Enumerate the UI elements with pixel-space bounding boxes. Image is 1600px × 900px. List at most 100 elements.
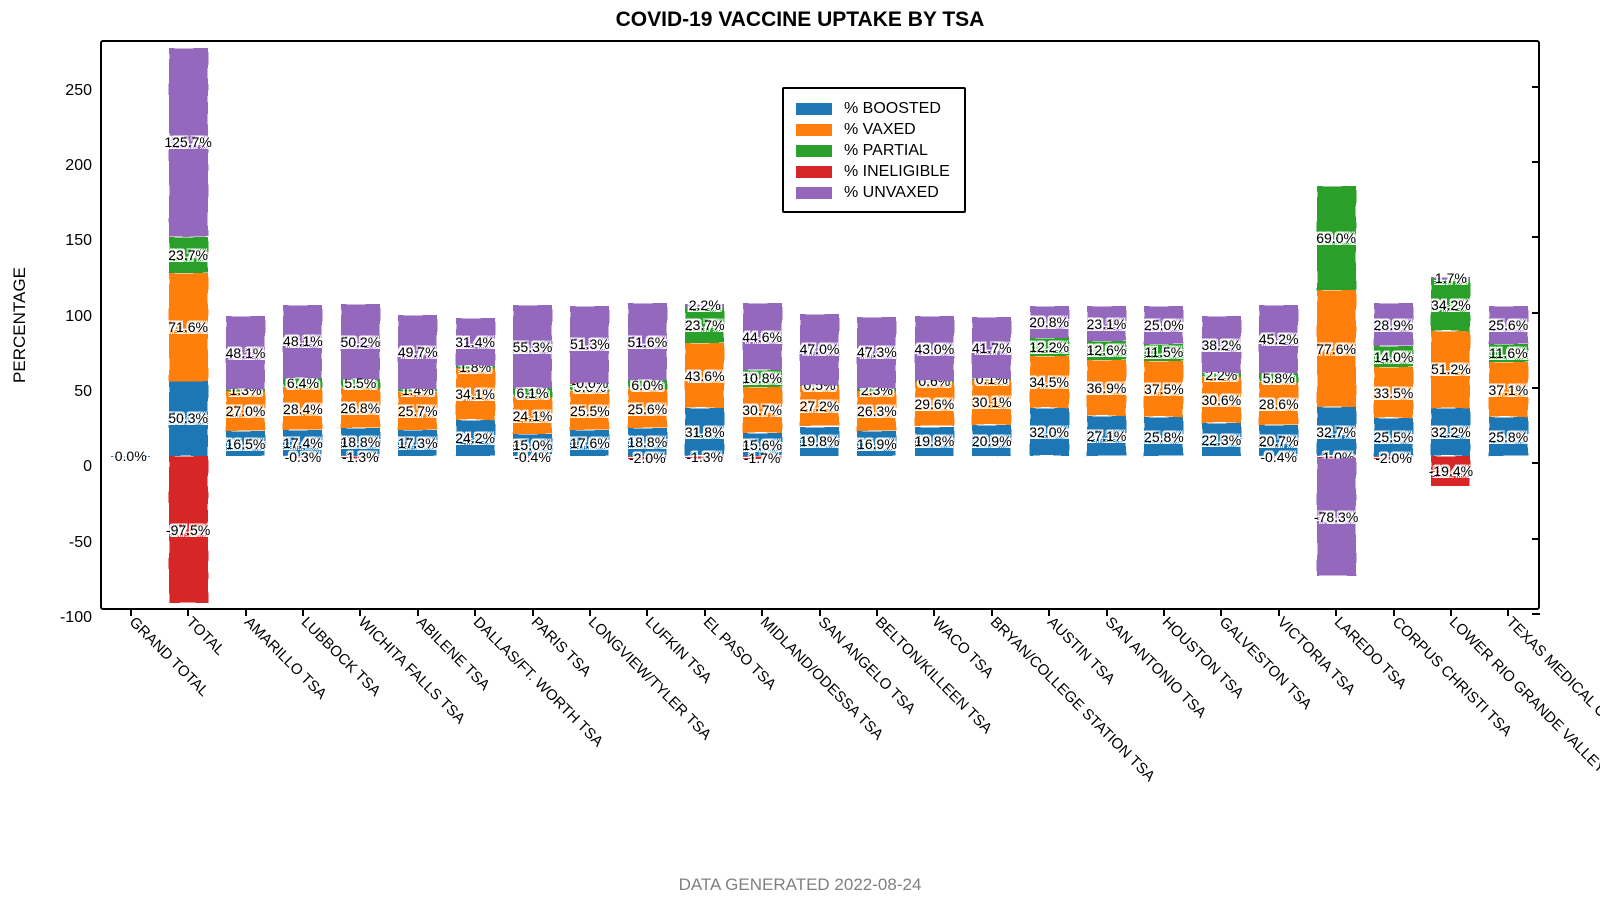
bar-column: 32.0%34.5%12.2%20.8% <box>1030 42 1069 607</box>
bar-segment-unvaxed <box>628 303 667 381</box>
bar-segment-unvaxed <box>800 314 839 385</box>
bar-segment-boosted <box>1489 417 1528 456</box>
bar-segment-unvaxed <box>1030 306 1069 337</box>
bar-segment-vaxed <box>283 387 322 430</box>
x-tick-label: SAN ANGELO TSA <box>814 614 918 718</box>
bar-segment-boosted <box>513 434 552 457</box>
legend: % BOOSTED% VAXED% PARTIAL% INELIGIBLE% U… <box>782 87 966 213</box>
bar-segment-partial <box>456 366 495 369</box>
bar-segment-partial <box>226 389 265 391</box>
bar-column: 17.4%28.4%6.4%-0.3%48.1% <box>283 42 322 607</box>
bar-segment-vaxed <box>169 273 208 381</box>
bar-segment-boosted <box>341 428 380 456</box>
bar-segment-partial <box>972 379 1011 380</box>
y-tick-label: -50 <box>69 534 102 552</box>
bar-segment-unvaxed <box>1431 277 1470 280</box>
bar-segment-ineligible <box>685 456 724 458</box>
bar-segment-vaxed <box>628 389 667 428</box>
bar-segment-partial <box>283 378 322 388</box>
bar-segment-vaxed <box>915 382 954 427</box>
legend-swatch <box>796 187 832 199</box>
bar-column: 20.7%28.6%5.8%-0.4%45.2% <box>1259 42 1298 607</box>
bar-segment-partial <box>1087 341 1126 360</box>
bar-column: 32.2%51.2%34.2%-19.4%1.7% <box>1431 42 1470 607</box>
bar-segment-boosted <box>570 430 609 457</box>
bar-column: 25.8%37.5%11.5%25.0% <box>1144 42 1183 607</box>
bar-segment-boosted <box>111 456 150 457</box>
bar-segment-unvaxed <box>685 304 724 307</box>
bar-segment-boosted <box>456 420 495 456</box>
chart-footer: DATA GENERATED 2022-08-24 <box>0 875 1600 895</box>
y-axis-label: PERCENTAGE <box>10 267 30 383</box>
bar-segment-unvaxed <box>1374 303 1413 347</box>
legend-label: % INELIGIBLE <box>844 163 950 181</box>
bar-segment-partial <box>1259 373 1298 382</box>
bar-column: 15.6%30.7%10.8%-1.7%44.6% <box>743 42 782 607</box>
bar-column: 18.8%25.6%6.0%-2.0%51.6% <box>628 42 667 607</box>
legend-swatch <box>796 103 832 115</box>
y-tick-label: 100 <box>65 308 102 326</box>
bar-segment-boosted <box>1144 417 1183 456</box>
legend-item: % BOOSTED <box>796 100 950 118</box>
bar-segment-vaxed <box>513 397 552 433</box>
bar-segment-boosted <box>915 427 954 457</box>
bar-segment-vaxed <box>341 388 380 428</box>
bar-column: 25.8%37.1%11.6%25.6% <box>1489 42 1528 607</box>
bar-segment-vaxed <box>1259 382 1298 425</box>
bar-segment-partial <box>1202 373 1241 376</box>
y-tick-label: 0 <box>83 458 102 476</box>
bar-segment-unvaxed <box>1202 316 1241 374</box>
bar-segment-partial <box>1489 344 1528 361</box>
legend-label: % VAXED <box>844 121 916 139</box>
bar-segment-vaxed <box>1202 377 1241 423</box>
bar-segment-unvaxed <box>226 316 265 388</box>
bar-segment-boosted <box>685 408 724 456</box>
x-tick-label: WICHITA FALLS TSA <box>355 614 469 728</box>
bar-segment-vaxed <box>1374 367 1413 417</box>
bar-segment-partial <box>743 370 782 386</box>
bar-segment-partial <box>1431 279 1470 331</box>
bar-segment-vaxed <box>743 387 782 433</box>
bar-segment-unvaxed <box>915 316 954 381</box>
bar-segment-boosted <box>743 433 782 457</box>
bar-segment-partial <box>915 381 954 382</box>
bar-column: 50.3%71.6%23.7%-97.5%125.7% <box>169 42 208 607</box>
bar-segment-unvaxed <box>1144 306 1183 344</box>
bar-segment-vaxed <box>685 343 724 409</box>
bar-segment-partial <box>169 237 208 273</box>
x-tick-label: CORPUS CHRISTI TSA <box>1388 614 1514 740</box>
bar-segment-vaxed <box>1317 290 1356 407</box>
bar-column: 20.9%30.1%0.1%41.7% <box>972 42 1011 607</box>
bar-segment-ineligible <box>341 456 380 458</box>
bar-segment-unvaxed <box>398 315 437 390</box>
bar-segment-ineligible <box>283 456 322 457</box>
plot-area: % BOOSTED% VAXED% PARTIAL% INELIGIBLE% U… <box>100 40 1540 610</box>
legend-swatch <box>796 145 832 157</box>
bar-segment-ineligible <box>1374 456 1413 459</box>
bar-segment-vaxed <box>226 391 265 432</box>
x-tick-label: TOTAL <box>183 614 228 659</box>
bar-column: 18.8%26.8%5.5%-1.3%50.2% <box>341 42 380 607</box>
bar-segment-unvaxed <box>1259 305 1298 373</box>
bar-column: 27.1%36.9%12.6%23.1% <box>1087 42 1126 607</box>
bar-segment-unvaxed <box>341 304 380 380</box>
bar-segment-ineligible <box>628 456 667 459</box>
bar-segment-vaxed <box>1489 362 1528 418</box>
x-tick-label: SAN ANTONIO TSA <box>1101 614 1209 722</box>
bar-segment-boosted <box>398 430 437 456</box>
bar-segment-partial <box>857 388 896 391</box>
bar-column: 15.0%24.1%6.1%-0.4%55.3% <box>513 42 552 607</box>
bar-segment-boosted <box>226 431 265 456</box>
bar-segment-vaxed <box>398 392 437 431</box>
bar-segment-unvaxed <box>283 305 322 377</box>
bar-segment-unvaxed <box>169 48 208 237</box>
bar-segment-unvaxed <box>513 305 552 388</box>
y-tick-label: 200 <box>65 157 102 175</box>
bar-segment-ineligible <box>1431 456 1470 485</box>
bar-segment-partial <box>1144 344 1183 361</box>
bar-segment-ineligible <box>169 456 208 603</box>
bar-segment-vaxed <box>1030 356 1069 408</box>
bar-column: 16.5%27.0%1.3%48.1% <box>226 42 265 607</box>
bar-segment-ineligible <box>570 383 609 384</box>
bar-segment-vaxed <box>1087 360 1126 416</box>
